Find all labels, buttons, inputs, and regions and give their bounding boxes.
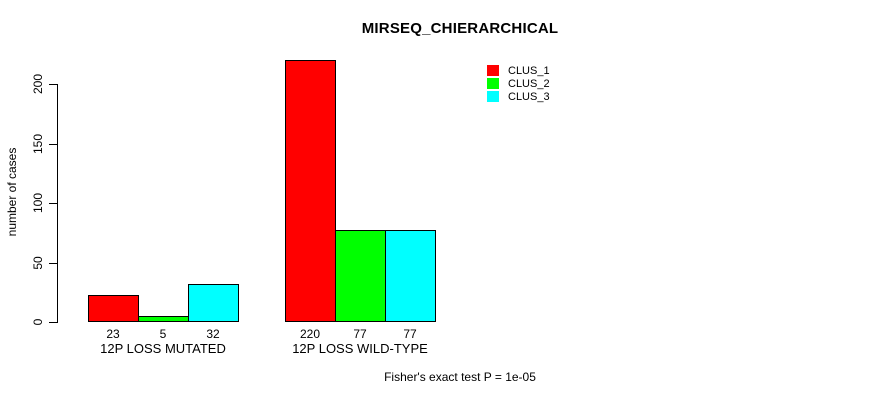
bar-clus_3-group1 (188, 284, 239, 322)
legend-item-clus-2: CLUS_2 (487, 77, 550, 90)
y-tick-mark (49, 203, 57, 204)
bar-clus_1-group1 (88, 295, 139, 322)
legend-label-clus-1: CLUS_1 (508, 64, 550, 77)
y-tick-mark (49, 84, 57, 85)
bar-value-label: 77 (403, 327, 417, 341)
legend-item-clus-3: CLUS_3 (487, 90, 550, 103)
x-category-label: 12P LOSS MUTATED (100, 341, 226, 356)
y-tick-label: 200 (31, 73, 45, 95)
annotation-text: Fisher's exact test P = 1e-05 (384, 370, 536, 384)
bar-clus_2-group1 (138, 316, 189, 322)
bar-value-label: 32 (206, 327, 220, 341)
y-tick-label: 150 (31, 133, 45, 155)
legend-swatch-clus-3 (487, 91, 499, 102)
chart-title-row: MIRSEQ_CHIERARCHICAL (30, 20, 890, 38)
y-axis-line (57, 84, 58, 323)
y-tick-mark (49, 322, 57, 323)
x-category-label: 12P LOSS WILD-TYPE (292, 341, 428, 356)
bar-value-label: 23 (106, 327, 120, 341)
y-axis-title: number of cases (5, 147, 19, 237)
bar-value-label: 220 (299, 327, 321, 341)
bar-clus_2-group2 (335, 230, 386, 322)
bar-clus_1-group2 (285, 60, 336, 322)
legend-item-clus-1: CLUS_1 (487, 64, 550, 77)
bar-value-label: 5 (159, 327, 167, 341)
y-tick-mark (49, 144, 57, 145)
bar-clus_3-group2 (385, 230, 436, 322)
annotation-row: Fisher's exact test P = 1e-05 (30, 368, 890, 386)
bar-value-label: 77 (353, 327, 367, 341)
y-tick-label: 0 (31, 318, 45, 326)
legend-swatch-clus-1 (487, 65, 499, 76)
legend-label-clus-3: CLUS_3 (508, 90, 550, 103)
legend-swatch-clus-2 (487, 78, 499, 89)
y-tick-label: 100 (31, 192, 45, 214)
y-tick-mark (49, 263, 57, 264)
legend: CLUS_1 CLUS_2 CLUS_3 (487, 64, 550, 103)
y-tick-label: 50 (31, 256, 45, 270)
legend-label-clus-2: CLUS_2 (508, 77, 550, 90)
chart-title: MIRSEQ_CHIERARCHICAL (361, 20, 559, 37)
